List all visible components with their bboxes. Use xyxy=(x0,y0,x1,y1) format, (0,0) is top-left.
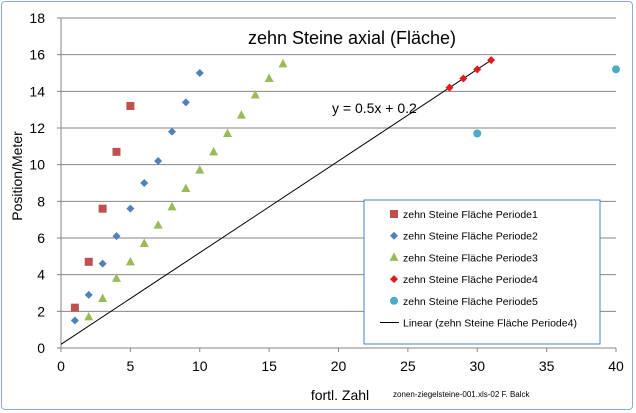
data-point xyxy=(154,157,163,165)
data-point xyxy=(445,83,454,92)
chart-title: zehn Steine axial (Fläche) xyxy=(248,28,456,48)
data-point xyxy=(195,69,204,77)
trend-layer xyxy=(60,59,492,345)
y-tick-label: 18 xyxy=(29,10,45,26)
y-tick-label: 10 xyxy=(29,157,45,173)
data-point xyxy=(473,65,482,74)
ticks-layer: 0 2 4 6 8 10 12 14 16 18 0 5 10 15 20 25 30 35 40 xyxy=(29,10,624,374)
legend-label: Linear (zehn Steine Fläche Periode4) xyxy=(403,318,577,330)
x-tick-label: 40 xyxy=(608,358,624,374)
data-point xyxy=(612,65,620,74)
legend-label: zehn Steine Fläche Periode2 xyxy=(403,231,538,243)
data-point xyxy=(84,311,94,321)
data-point xyxy=(167,201,177,211)
data-point xyxy=(140,179,149,187)
series-2 xyxy=(70,69,204,325)
legend-items: zehn Steine Fläche Periode1 zehn Steine F… xyxy=(380,209,577,330)
data-point xyxy=(209,146,219,156)
data-point xyxy=(487,56,496,65)
data-point xyxy=(126,204,135,213)
legend-marker xyxy=(390,296,398,305)
x-tick-label: 5 xyxy=(126,358,134,374)
y-tick-label: 2 xyxy=(37,303,45,319)
data-point xyxy=(70,303,79,312)
data-point xyxy=(223,128,232,137)
data-point xyxy=(278,58,288,68)
data-point xyxy=(112,273,121,282)
data-point xyxy=(126,102,135,110)
legend-label: zehn Steine Fläche Periode3 xyxy=(403,252,538,264)
x-tick-label: 30 xyxy=(469,358,485,374)
data-point xyxy=(236,110,246,119)
y-tick-label: 12 xyxy=(29,120,45,136)
y-tick-label: 16 xyxy=(29,47,45,63)
legend-label: zehn Steine Fläche Periode1 xyxy=(403,209,538,221)
data-point xyxy=(98,259,107,268)
series-4 xyxy=(445,56,496,92)
legend-label: zehn Steine Fläche Periode5 xyxy=(403,296,538,308)
data-point xyxy=(473,129,482,138)
series-5 xyxy=(473,65,620,138)
legend: zehn Steine Fläche Periode1 zehn Steine F… xyxy=(363,199,601,345)
data-point xyxy=(195,165,205,174)
y-tick-label: 8 xyxy=(37,193,45,209)
x-tick-label: 25 xyxy=(400,358,416,374)
data-point xyxy=(139,238,149,247)
legend-label: zehn Steine Fläche Periode4 xyxy=(403,274,538,286)
legend-marker xyxy=(390,210,398,218)
y-tick-label: 6 xyxy=(37,230,45,246)
data-point xyxy=(84,257,93,266)
legend-box xyxy=(363,199,601,345)
y-tick-label: 14 xyxy=(29,83,45,99)
y-tick-label: 4 xyxy=(37,267,45,283)
data-point xyxy=(168,127,176,136)
trendline-equation: y = 0.5x + 0.2 xyxy=(332,100,417,116)
data-point xyxy=(112,147,121,156)
x-tick-label: 20 xyxy=(331,358,347,374)
data-point xyxy=(250,90,260,99)
y-tick-label: 0 xyxy=(37,340,45,356)
y-axis-title: Position/Meter xyxy=(9,131,25,221)
x-tick-label: 10 xyxy=(192,358,208,374)
points-layer xyxy=(70,56,620,325)
data-point xyxy=(459,74,468,83)
data-point xyxy=(112,232,121,241)
data-point xyxy=(98,293,108,302)
series-3 xyxy=(84,58,288,321)
source-credit: zonen-ziegelsteine-001.xls-02 F. Balck xyxy=(393,390,531,399)
x-tick-label: 0 xyxy=(57,358,65,374)
data-point xyxy=(70,316,79,325)
data-point xyxy=(125,256,135,266)
series-1 xyxy=(70,102,135,312)
data-point xyxy=(181,98,190,107)
x-axis-title: fortl. Zahl xyxy=(311,387,369,403)
legend-marker xyxy=(389,252,399,261)
data-point xyxy=(98,204,107,213)
trendline xyxy=(60,59,492,345)
data-point xyxy=(264,73,274,82)
x-tick-label: 15 xyxy=(261,358,277,374)
data-point xyxy=(153,220,163,229)
x-tick-label: 35 xyxy=(539,358,555,374)
legend-marker xyxy=(390,275,398,284)
legend-marker xyxy=(390,231,398,240)
data-point xyxy=(181,183,191,192)
data-point xyxy=(84,290,93,299)
